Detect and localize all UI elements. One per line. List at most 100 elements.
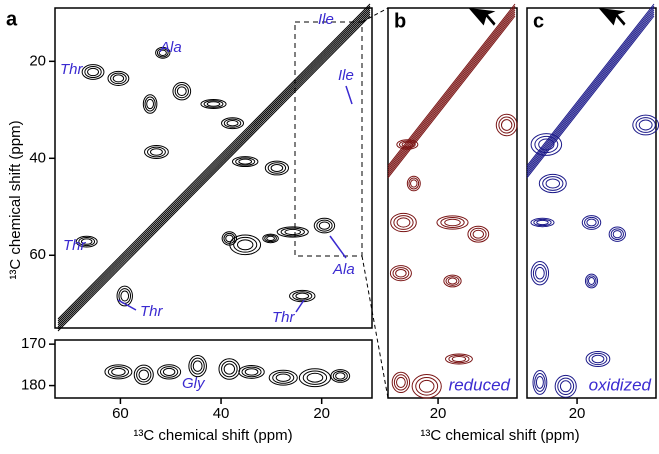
panel-label: a: [6, 8, 18, 30]
contour: [390, 212, 417, 233]
contour: [302, 370, 328, 385]
contour: [57, 9, 371, 326]
contour: [188, 355, 207, 378]
contour: [306, 372, 324, 383]
contour: [203, 100, 224, 108]
contour: [276, 226, 309, 238]
contour: [495, 113, 518, 137]
contour: [532, 263, 547, 283]
contour: [447, 277, 458, 285]
contour: [526, 15, 655, 179]
contour: [526, 13, 655, 177]
contour: [280, 227, 305, 237]
contour: [581, 215, 602, 230]
contour: [142, 94, 158, 114]
contour: [440, 217, 465, 228]
contour: [159, 366, 179, 378]
contour: [448, 354, 470, 364]
contour: [226, 119, 239, 127]
contour: [104, 364, 133, 380]
contour: [144, 96, 156, 112]
contour: [536, 219, 549, 226]
contour: [284, 228, 302, 236]
contour: [218, 358, 241, 380]
contour: [116, 285, 133, 307]
x-axis-label: ¹³C chemical shift (ppm): [420, 427, 579, 444]
contour: [262, 233, 279, 244]
contour: [138, 369, 150, 381]
contour: [608, 226, 626, 242]
contour: [526, 11, 655, 175]
contour: [268, 369, 298, 386]
y-tick-label: 40: [29, 149, 46, 166]
contour: [410, 179, 418, 188]
contour: [411, 374, 442, 399]
contour: [532, 369, 548, 395]
contour: [162, 367, 176, 376]
contour: [190, 357, 205, 375]
contour: [436, 215, 469, 230]
contour: [406, 175, 421, 192]
contour: [318, 221, 331, 230]
zoom-line: [361, 255, 389, 399]
leader-lines: [117, 85, 353, 313]
contour: [584, 216, 599, 229]
contour: [223, 118, 242, 128]
contour: [206, 101, 221, 107]
contour: [57, 3, 371, 320]
contour: [200, 99, 227, 109]
panel-label: c: [533, 10, 544, 32]
contour: [638, 119, 653, 131]
contour: [335, 372, 346, 380]
contour: [176, 86, 187, 97]
contour: [223, 363, 236, 375]
y-tick-label: 20: [29, 52, 46, 69]
annotation: Thr: [272, 309, 296, 326]
contour: [192, 360, 203, 372]
contour: [120, 290, 130, 302]
panel-label: b: [394, 10, 406, 32]
x-tick-label: 60: [112, 405, 129, 422]
annotation: Ile: [338, 67, 354, 84]
contour: [147, 146, 166, 158]
panel-a-strip-frame: [54, 339, 373, 399]
contour: [57, 15, 371, 332]
panel-b-frame: [387, 7, 518, 399]
contour: [272, 371, 295, 384]
contour: [266, 235, 275, 242]
y-tick-label: 170: [21, 335, 46, 352]
contour: [221, 231, 238, 246]
zoom-box: [294, 21, 363, 257]
annotation: reduced: [449, 375, 511, 394]
contour: [526, 3, 655, 167]
contour: [80, 238, 93, 245]
zoom-line: [361, 7, 389, 23]
x-axis-label: ¹³C chemical shift (ppm): [133, 427, 292, 444]
contour: [396, 139, 419, 150]
x-tick-label: 20: [430, 405, 447, 422]
contour: [267, 162, 287, 174]
contour: [241, 366, 262, 378]
contour: [110, 72, 127, 85]
contour: [233, 236, 258, 253]
contour: [443, 274, 462, 288]
contour: [542, 176, 564, 191]
contour: [270, 164, 284, 172]
contour: [392, 267, 410, 280]
contour: [231, 156, 259, 168]
y-axis-label: ¹³C chemical shift (ppm): [7, 120, 24, 279]
contour: [298, 368, 332, 388]
contour: [223, 232, 236, 244]
contour: [526, 7, 655, 171]
contour: [295, 292, 310, 300]
contour: [237, 239, 254, 251]
x-tick-label: 40: [213, 405, 230, 422]
annotation: Gly: [182, 375, 206, 392]
contour: [107, 366, 130, 378]
contour: [534, 372, 546, 392]
contour: [275, 373, 291, 382]
contour: [264, 234, 277, 243]
contour: [172, 82, 192, 101]
contour: [584, 273, 599, 289]
contour: [149, 148, 163, 156]
